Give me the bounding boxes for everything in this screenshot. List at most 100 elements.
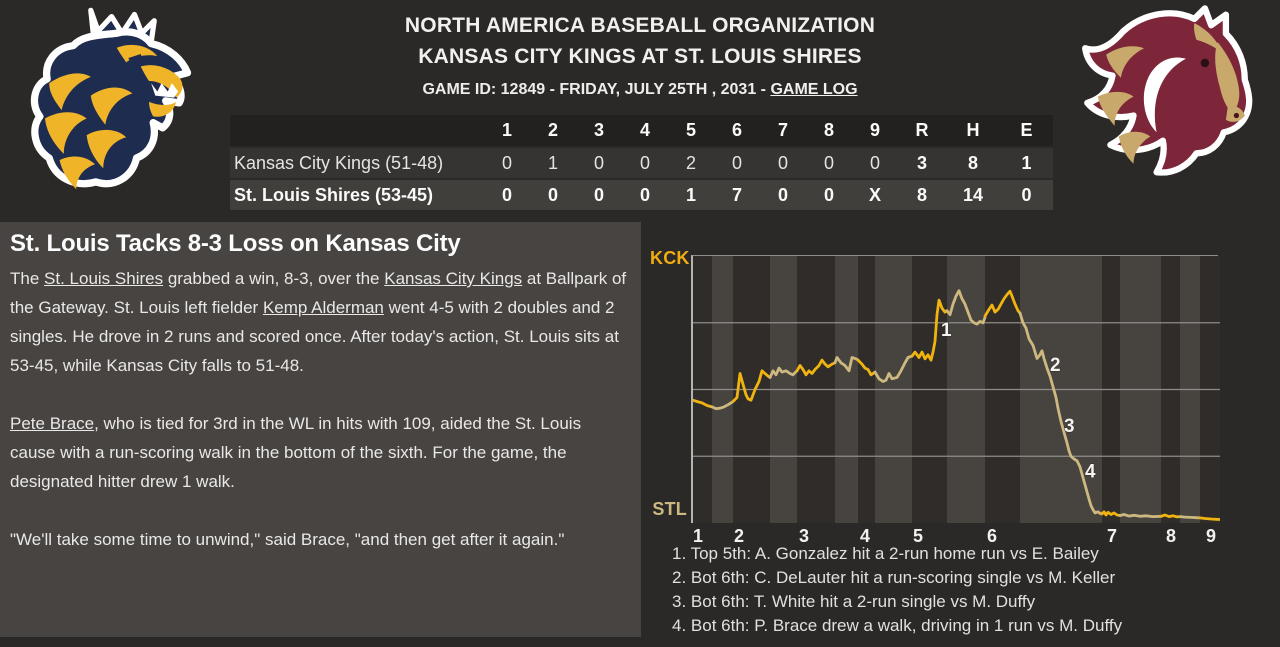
matchup-title: KANSAS CITY KINGS AT ST. LOUIS SHIRES <box>418 45 862 68</box>
chart-legend-item-1: 1. Top 5th: A. Gonzalez hit a 2-run home… <box>672 544 1099 563</box>
inning-score: 0 <box>777 152 788 173</box>
runs-total: 3 <box>916 152 927 173</box>
article-link[interactable]: Pete Brace <box>10 414 95 433</box>
linescore-header-row: 1 2 3 4 5 6 7 8 9 R H E <box>230 115 1053 146</box>
inning-score: 1 <box>685 184 696 205</box>
win-probability-chart: KCK STL 1 2 3 4 1 2 3 4 5 6 7 8 9 1. Top 5th: A. Go… <box>650 222 1280 647</box>
inning-score: 0 <box>823 184 834 205</box>
win-probability-segment-top-1 <box>693 398 714 409</box>
chart-plot: 1 2 3 4 <box>691 255 1220 523</box>
article-link[interactable]: Kansas City Kings <box>384 269 523 288</box>
league-title: NORTH AMERICA BASEBALL ORGANIZATION <box>404 14 876 37</box>
hits-total: 14 <box>962 184 984 205</box>
win-probability-segment-bot-7 <box>1118 513 1163 519</box>
inning-score: 0 <box>731 152 742 173</box>
win-probability-segment-top-4 <box>856 358 877 377</box>
linescore-column-header: 5 <box>685 120 696 140</box>
inning-score: 0 <box>777 184 788 205</box>
x-tick-inning-2: 2 <box>733 526 744 546</box>
x-tick-inning-8: 8 <box>1165 526 1176 546</box>
win-probability-segment-bot-1 <box>710 400 735 411</box>
chart-legend-item-2: 2. Bot 6th: C. DeLauter hit a run-scorin… <box>672 568 1116 587</box>
away-team-logo <box>16 2 228 210</box>
article-paragraph: Pete Brace, who is tied for 3rd in the W… <box>10 409 629 496</box>
article-paragraph: The St. Louis Shires grabbed a win, 8-3,… <box>10 264 629 380</box>
win-probability-segment-bot-5 <box>945 289 987 326</box>
article-text: The <box>10 269 45 288</box>
inning-score: 0 <box>547 184 558 205</box>
linescore-column-header: 9 <box>869 120 880 140</box>
win-probability-segment-bot-3 <box>833 356 860 373</box>
inning-score: X <box>868 184 881 205</box>
win-probability-segment-top-8 <box>1159 513 1182 519</box>
article-link[interactable]: St. Louis Shires <box>44 269 164 288</box>
linescore-column-header: E <box>1020 120 1033 140</box>
win-probability-segment-top-2 <box>731 369 772 403</box>
x-tick-inning-3: 3 <box>798 526 809 546</box>
article-text: , who is tied for 3rd in the WL in hits … <box>10 414 582 491</box>
article-body: The St. Louis Shires grabbed a win, 8-3,… <box>10 264 629 554</box>
shires-horse-icon <box>1082 5 1253 176</box>
chart-event-marker-4: 4 <box>1085 462 1096 483</box>
x-tick-inning-6: 6 <box>986 526 997 546</box>
win-probability-segment-bot-4 <box>873 354 914 383</box>
linescore-row: St. Louis Shires (53-45) 0 0 0 0 1 7 0 0 X 8 14 0 <box>230 180 1053 210</box>
game-log-link[interactable]: GAME LOG <box>770 81 858 98</box>
x-tick-inning-4: 4 <box>859 526 870 546</box>
inning-score: 0 <box>639 184 650 205</box>
article-title: St. Louis Tacks 8-3 Loss on Kansas City <box>10 230 461 257</box>
win-probability-segment-top-9 <box>1198 516 1220 521</box>
inning-score: 0 <box>869 152 880 173</box>
linescore-column-header: 4 <box>639 120 650 140</box>
inning-score: 0 <box>639 152 650 173</box>
linescore-column-header: 1 <box>501 120 512 140</box>
win-probability-segment-bot-8 <box>1178 515 1202 520</box>
linescore-column-header: H <box>966 120 980 140</box>
win-probability-segment-bot-2 <box>768 366 799 379</box>
x-tick-inning-1: 1 <box>692 526 703 546</box>
inning-score: 0 <box>501 184 512 205</box>
win-probability-segment-top-5 <box>910 298 949 362</box>
x-tick-inning-9: 9 <box>1205 526 1216 546</box>
team-name: St. Louis Shires (53-45) <box>234 184 434 205</box>
chart-event-marker-1: 1 <box>941 320 952 341</box>
win-probability-segment-top-7 <box>1100 510 1122 517</box>
linescore-column-header: 2 <box>547 120 558 140</box>
game-info-line: GAME ID: 12849 - FRIDAY, JULY 25TH , 203… <box>240 81 1040 99</box>
linescore-column-header: 6 <box>731 120 742 140</box>
win-probability-segment-bot-6 <box>1018 311 1104 516</box>
article-text: at Ballpark of the Gateway. St. Louis le… <box>10 269 627 317</box>
article-link[interactable]: Kemp Alderman <box>262 298 384 317</box>
chart-legend-item-3: 3. Bot 6th: T. White hit a 2-run single … <box>672 592 1036 611</box>
inning-score: 0 <box>501 152 512 173</box>
game-info-text: GAME ID: 12849 - FRIDAY, JULY 25TH , 203… <box>422 81 771 98</box>
chart-legend-item-4: 4. Bot 6th: P. Brace drew a walk, drivin… <box>672 616 1123 635</box>
chart-legend: 1. Top 5th: A. Gonzalez hit a 2-run home… <box>672 542 1122 638</box>
linescore-column-header: R <box>915 120 929 140</box>
win-probability-segment-top-6 <box>983 289 1022 318</box>
inning-score: 7 <box>731 184 742 205</box>
linescore-column-header: 8 <box>823 120 834 140</box>
x-tick-inning-5: 5 <box>912 526 923 546</box>
article-paragraph: "We'll take some time to unwind," said B… <box>10 525 629 554</box>
linescore-column-header: 7 <box>777 120 788 140</box>
article-text: grabbed a win, 8-3, over the <box>163 269 385 288</box>
chart-event-marker-3: 3 <box>1064 416 1075 437</box>
x-axis-ticks: 1 2 3 4 5 6 7 8 9 <box>691 526 1218 546</box>
errors-total: 0 <box>1021 184 1032 205</box>
win-probability-segment-top-3 <box>795 358 837 377</box>
errors-total: 1 <box>1021 152 1032 173</box>
article-text: "We'll take some time to unwind," said B… <box>10 530 565 549</box>
y-axis-bottom-label: STL <box>652 499 687 519</box>
linescore-column-header: 3 <box>593 120 604 140</box>
kings-lion-icon <box>30 7 192 190</box>
inning-score: 0 <box>593 152 604 173</box>
inning-score: 0 <box>823 152 834 173</box>
y-axis-top-label: KCK <box>650 248 690 268</box>
article-panel: St. Louis Tacks 8-3 Loss on Kansas City … <box>0 222 641 637</box>
x-tick-inning-7: 7 <box>1106 526 1117 546</box>
hits-total: 8 <box>967 152 978 173</box>
home-team-logo <box>1056 0 1274 210</box>
runs-total: 8 <box>916 184 927 205</box>
